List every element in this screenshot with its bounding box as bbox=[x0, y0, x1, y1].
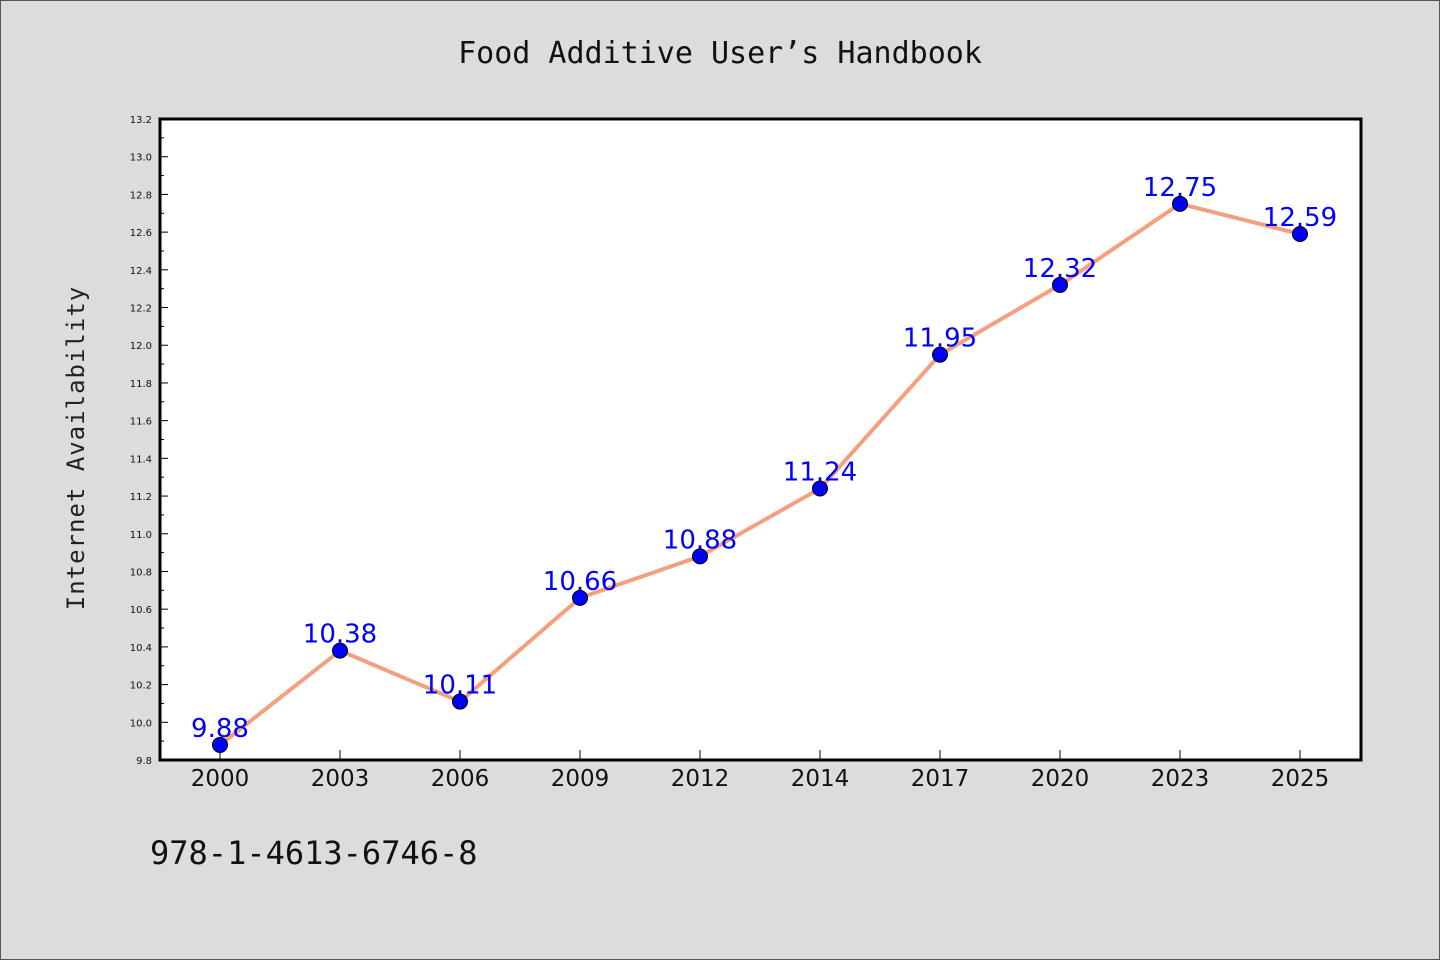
data-point bbox=[1172, 195, 1188, 212]
y-tick-label: 9.8 bbox=[136, 756, 152, 767]
x-tick-label: 2012 bbox=[671, 766, 730, 792]
y-tick-label: 11.4 bbox=[130, 454, 152, 465]
data-label: 10.11 bbox=[423, 671, 497, 701]
y-tick-label: 12.2 bbox=[130, 304, 152, 315]
series-line bbox=[218, 201, 1301, 747]
y-tick-label: 12.6 bbox=[130, 228, 152, 239]
y-tick-label: 13.0 bbox=[130, 153, 152, 164]
y-tick-label: 10.2 bbox=[130, 681, 152, 692]
data-point bbox=[1052, 276, 1068, 293]
data-point bbox=[572, 589, 588, 606]
data-label: 10.66 bbox=[543, 567, 617, 597]
y-tick-label: 11.6 bbox=[130, 417, 152, 428]
data-label: 12.32 bbox=[1023, 254, 1097, 284]
data-label: 10.88 bbox=[663, 525, 737, 555]
x-tick-label: 2017 bbox=[911, 766, 970, 792]
data-point bbox=[332, 642, 348, 659]
data-point bbox=[692, 548, 708, 565]
y-tick-label: 13.2 bbox=[130, 115, 152, 126]
x-tick-label: 2009 bbox=[551, 766, 610, 792]
chart-title: Food Additive User’s Handbook bbox=[458, 36, 982, 71]
y-tick-label: 10.8 bbox=[130, 567, 152, 578]
x-tick-label: 2006 bbox=[431, 766, 490, 792]
data-point bbox=[212, 736, 228, 753]
y-tick-label: 12.8 bbox=[130, 190, 152, 201]
y-tick-label: 11.8 bbox=[130, 379, 152, 390]
y-tick-label: 10.0 bbox=[130, 718, 152, 729]
x-tick-label: 2000 bbox=[191, 766, 250, 792]
x-tick-label: 2003 bbox=[311, 766, 370, 792]
footer-code: 978-1-4613-6746-8 bbox=[150, 834, 478, 872]
data-label: 11.24 bbox=[783, 458, 857, 488]
data-label: 10.38 bbox=[303, 620, 377, 650]
x-axis: 2000 2003 2006 2009 2012 2014 2017 2020 2023 2025 bbox=[191, 750, 1330, 792]
y-tick-label: 12.0 bbox=[130, 341, 152, 352]
data-label: 12.59 bbox=[1263, 203, 1337, 233]
data-label: 12.75 bbox=[1143, 173, 1217, 203]
data-label: 9.88 bbox=[191, 714, 249, 744]
y-tick-label: 11.0 bbox=[130, 530, 152, 541]
data-point bbox=[812, 480, 828, 497]
y-tick-label: 12.4 bbox=[130, 266, 152, 277]
data-point bbox=[452, 693, 468, 710]
y-axis: 9.8 10.0 10.2 10.4 10.6 10.8 11.0 11.2 11.4 11.6 1… bbox=[130, 115, 168, 767]
x-tick-label: 2020 bbox=[1031, 766, 1090, 792]
x-tick-label: 2023 bbox=[1151, 766, 1210, 792]
data-point bbox=[1292, 226, 1308, 243]
x-tick-label: 2025 bbox=[1271, 766, 1330, 792]
data-point bbox=[932, 346, 948, 363]
series-markers bbox=[212, 195, 1308, 753]
y-tick-label: 10.6 bbox=[130, 605, 152, 616]
data-labels: 9.88 10.38 10.11 10.66 10.88 11.24 11.95 12.32 1… bbox=[191, 173, 1337, 744]
y-tick-label: 11.2 bbox=[130, 492, 152, 503]
x-tick-label: 2014 bbox=[791, 766, 850, 792]
data-label: 11.95 bbox=[903, 324, 977, 354]
y-tick-label: 10.4 bbox=[130, 643, 152, 654]
plot-area bbox=[158, 117, 1363, 762]
